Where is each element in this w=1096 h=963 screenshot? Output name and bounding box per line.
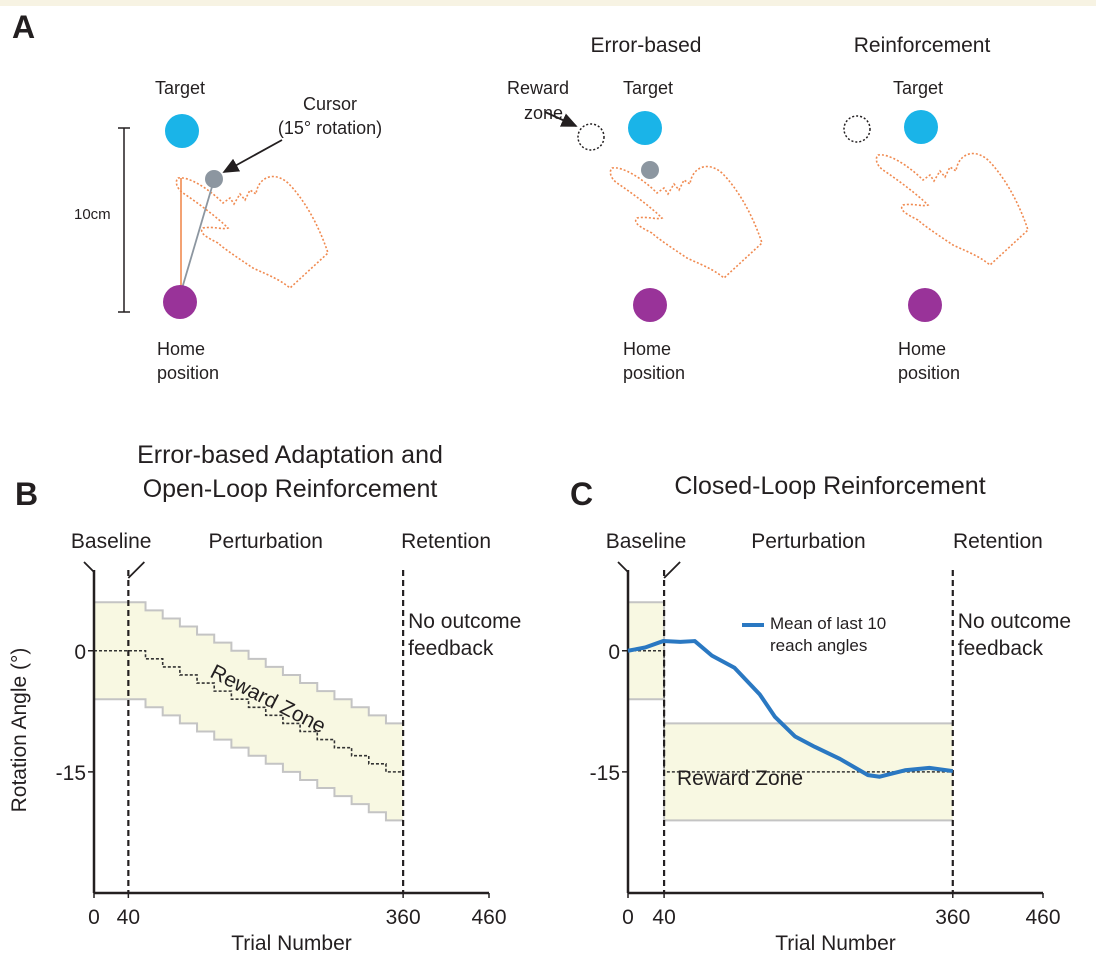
annotation: feedback — [958, 637, 1044, 660]
reward-zone-edge — [94, 698, 404, 822]
x-tick-label: 360 — [386, 906, 421, 929]
y-tick-label: 0 — [74, 641, 86, 664]
top-strip — [0, 0, 1096, 6]
x-tick-label: 0 — [622, 906, 634, 929]
home-label: Home — [898, 339, 946, 359]
chart-title: Open-Loop Reinforcement — [143, 475, 438, 503]
x-tick-label: 460 — [471, 906, 506, 929]
setup-diagram — [118, 114, 329, 319]
x-axis-label: Trial Number — [775, 932, 896, 955]
condition-title: Reinforcement — [854, 34, 991, 57]
phase-label: Retention — [953, 530, 1043, 553]
legend: Mean of last 10 reach angles — [770, 614, 887, 655]
y-axis-label: Rotation Angle (°) — [8, 648, 31, 813]
home-label: position — [157, 363, 219, 383]
phase-bracket — [663, 561, 681, 579]
x-tick-label: 40 — [117, 906, 140, 929]
y-tick-label: 0 — [608, 641, 620, 664]
data-line — [627, 639, 954, 779]
phase-bracket — [83, 561, 95, 573]
target-label: Target — [893, 78, 943, 98]
phase-label: Perturbation — [209, 530, 323, 553]
x-axis-label: Trial Number — [231, 932, 352, 955]
phase-bracket — [617, 561, 629, 573]
y-tick-label: -15 — [56, 762, 86, 785]
phase-label: Baseline — [71, 530, 152, 553]
phase-label: Baseline — [606, 530, 687, 553]
x-tick-label: 0 — [88, 906, 100, 929]
x-tick-label: 360 — [935, 906, 970, 929]
target-label: Target — [623, 78, 673, 98]
reward-zone-center — [94, 649, 404, 773]
x-tick-label: 460 — [1025, 906, 1060, 929]
reward-zone-label: Reward Zone — [677, 767, 803, 790]
phase-label: Retention — [401, 530, 491, 553]
error-based-diagram — [544, 111, 763, 322]
cursor-label: (15° rotation) — [278, 118, 382, 138]
home-label: position — [898, 363, 960, 383]
reward-zone — [628, 602, 953, 821]
phase-bracket — [127, 561, 145, 579]
panel-label: C — [570, 476, 593, 512]
reward-zone-label: zone — [524, 103, 563, 123]
x-tick-label: 40 — [652, 906, 675, 929]
reward-zone — [94, 602, 404, 821]
scale-label: 10cm — [74, 206, 111, 223]
panel-label: B — [15, 476, 38, 512]
condition-title: Error-based — [591, 34, 702, 57]
reward-zone-label: Reward — [507, 78, 569, 98]
home-label: position — [623, 363, 685, 383]
legend-label: Mean of last 10 reach angles — [770, 614, 887, 655]
cursor-label: Cursor — [303, 94, 357, 114]
annotation: feedback — [408, 637, 494, 660]
chart-title: Error-based Adaptation and — [137, 441, 443, 469]
chart-title: Closed-Loop Reinforcement — [674, 472, 985, 500]
home-label: Home — [623, 339, 671, 359]
phase-label: Perturbation — [751, 530, 865, 553]
home-label: Home — [157, 339, 205, 359]
panel-label: A — [12, 9, 35, 45]
reinforcement-diagram — [843, 110, 1029, 322]
y-tick-label: -15 — [590, 762, 620, 785]
annotation: No outcome — [408, 610, 521, 633]
target-label: Target — [155, 78, 205, 98]
reward-zone-edge — [94, 601, 404, 725]
annotation: No outcome — [958, 610, 1071, 633]
